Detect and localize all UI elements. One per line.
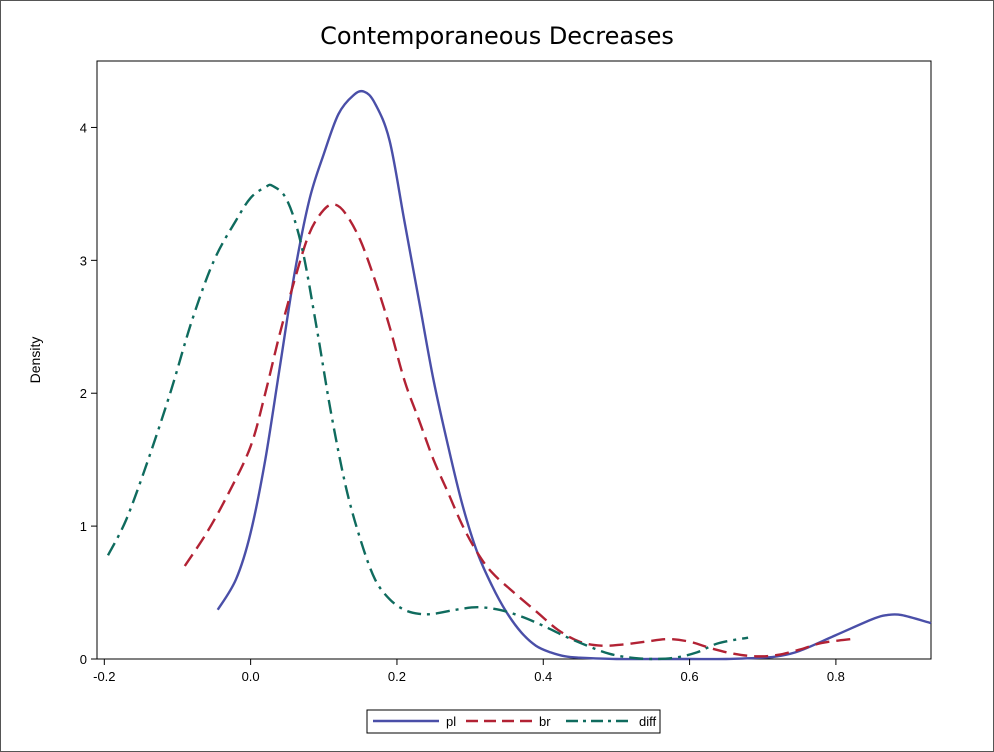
y-tick-label: 4 [80, 120, 87, 135]
x-tick-label: 0.6 [681, 669, 699, 684]
x-tick-label: 0.2 [388, 669, 406, 684]
series-line-pl [216, 89, 932, 661]
x-tick-label: 0.4 [534, 669, 552, 684]
axis-layer: -0.2 0.0 0.2 0.4 0.6 0.8 0 1 2 3 4 [80, 120, 845, 684]
series-layer [106, 89, 932, 661]
series-line-br [183, 203, 851, 658]
legend-label-br: br [539, 714, 551, 729]
x-tick-label: 0.8 [827, 669, 845, 684]
series-line-diff [106, 183, 749, 661]
plot-area [96, 60, 932, 660]
chart-title: Contemporaneous Decreases [320, 22, 674, 50]
y-tick-label: 2 [80, 386, 87, 401]
y-axis-label: Density [27, 337, 43, 384]
legend-label-pl: pl [446, 714, 456, 729]
y-tick-label: 1 [80, 519, 87, 534]
legend: pl br diff [366, 709, 661, 734]
y-tick-label: 0 [80, 652, 87, 667]
y-tick-label: 3 [80, 253, 87, 268]
legend-label-diff: diff [639, 714, 656, 729]
x-tick-label: -0.2 [93, 669, 115, 684]
x-tick-label: 0.0 [242, 669, 260, 684]
